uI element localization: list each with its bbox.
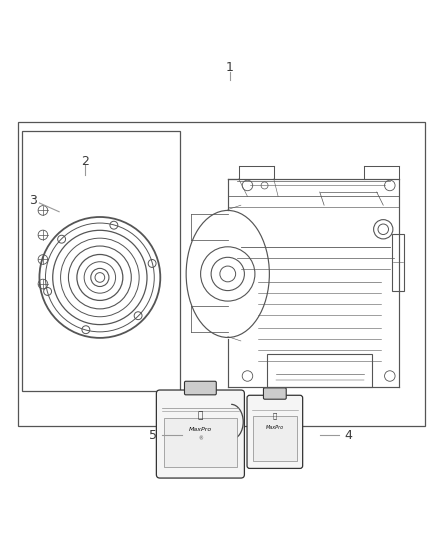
FancyBboxPatch shape [263,388,286,399]
Text: MaxPro: MaxPro [266,425,284,430]
Text: 3: 3 [29,195,37,207]
Bar [164,418,237,467]
FancyBboxPatch shape [156,390,244,478]
Text: ®: ® [198,437,203,441]
Bar [392,233,404,290]
Text: 1: 1 [226,61,234,74]
Text: Ⓜ: Ⓜ [198,411,203,420]
Text: 4: 4 [344,429,352,442]
FancyBboxPatch shape [184,381,216,395]
Bar [18,122,425,426]
Text: Ⓜ: Ⓜ [273,412,277,419]
Text: 2: 2 [81,155,89,168]
Text: 5: 5 [149,429,157,442]
Bar [22,131,180,391]
FancyBboxPatch shape [247,395,303,469]
Bar [267,354,372,387]
Text: MaxPro: MaxPro [189,427,212,432]
Bar [253,416,297,461]
